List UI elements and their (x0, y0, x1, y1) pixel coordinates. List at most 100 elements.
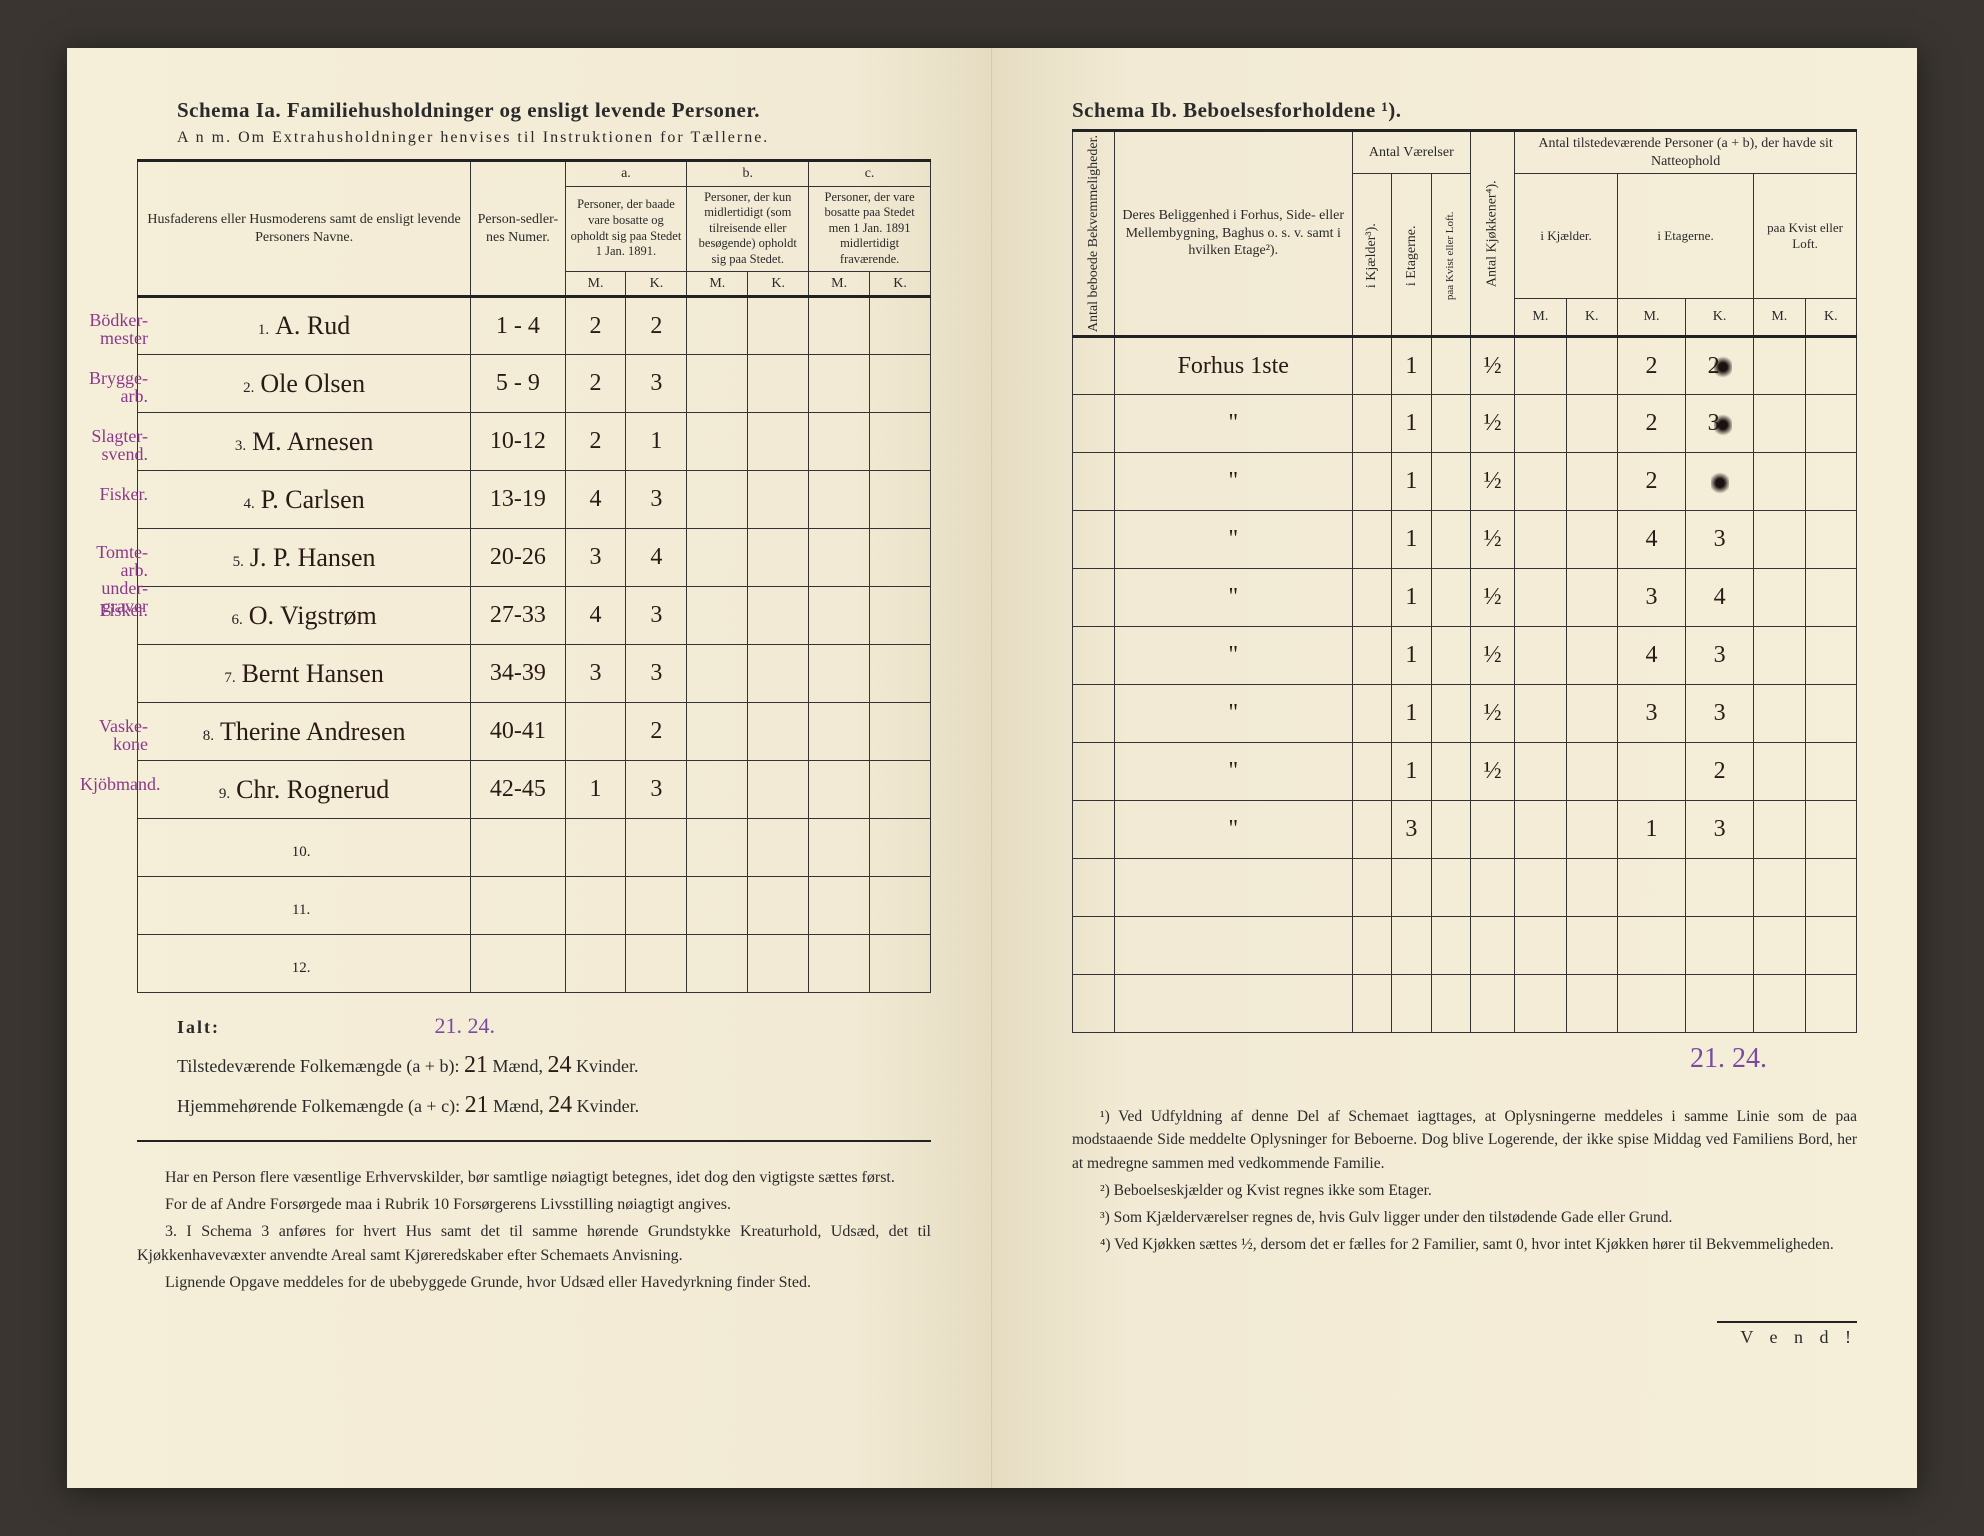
cell-value (1470, 917, 1514, 975)
cell-value: 4 (626, 529, 687, 587)
location-cell: " (1114, 627, 1352, 685)
cell-value (1515, 685, 1566, 743)
cell-value: 4 (565, 587, 626, 645)
right-totals: 21. 24. (1072, 1043, 1857, 1075)
name-cell: Tomte-arb. under-graver5.J. P. Hansen (138, 529, 471, 587)
location-cell: " (1114, 453, 1352, 511)
table-row: Tomte-arb. under-graver5.J. P. Hansen20-… (138, 529, 931, 587)
explain-line: Har en Person flere væsentlige Erhvervsk… (137, 1166, 931, 1189)
cell-empty (687, 877, 748, 935)
location-cell (1114, 975, 1352, 1033)
name-cell: 12. (138, 935, 471, 993)
cell-value: 3 (1617, 569, 1685, 627)
cell-empty (809, 703, 870, 761)
right-total-value: 21. 24. (1690, 1043, 1767, 1074)
row-number: 4. (243, 496, 254, 512)
cell-value (1805, 395, 1856, 453)
cell-value: 3 (1686, 685, 1754, 743)
cell-value (1515, 743, 1566, 801)
cell-empty (687, 471, 748, 529)
cell-empty (870, 877, 931, 935)
cell-value (1515, 511, 1566, 569)
cell-empty (809, 355, 870, 413)
cell-empty (809, 761, 870, 819)
cell-empty (748, 587, 809, 645)
table-row: Fisker.6.O. Vigstrøm27-3343 (138, 587, 931, 645)
cell-empty (870, 645, 931, 703)
location-cell: " (1114, 801, 1352, 859)
page-left: Schema Ia. Familiehusholdninger og ensli… (67, 48, 992, 1488)
cell-value (1754, 511, 1805, 569)
cell-value (1805, 627, 1856, 685)
cell-value: ½ (1470, 453, 1514, 511)
cell-value (1805, 511, 1856, 569)
explain-line: 3. I Schema 3 anføres for hvert Hus samt… (137, 1220, 931, 1266)
cell-value: 2 (565, 355, 626, 413)
margin-note: Vaske-kone (80, 717, 148, 753)
cell-value: 3 (1686, 395, 1754, 453)
cell-empty (748, 355, 809, 413)
cell-value (1566, 801, 1617, 859)
cell-value (1352, 743, 1391, 801)
th-beliggenhed: Deres Beliggenhed i Forhus, Side- eller … (1114, 131, 1352, 337)
cell-value (1805, 685, 1856, 743)
cell-value (1392, 975, 1431, 1033)
cell-value: 3 (1686, 627, 1754, 685)
th-k: K. (1805, 299, 1856, 337)
th-v-kjaelder: i Kjælder³). (1352, 174, 1391, 337)
th-seddel: Person-sedler-nes Numer. (471, 161, 565, 297)
cell-value (1073, 337, 1115, 395)
cell-value (1431, 859, 1470, 917)
cell-value (1352, 801, 1391, 859)
table-row: Slagter-svend.3.M. Arnesen10-1221 (138, 413, 931, 471)
cell-value: 3 (626, 471, 687, 529)
cell-value (1431, 627, 1470, 685)
cell-value (1431, 395, 1470, 453)
cell-value: 20-26 (471, 529, 565, 587)
cell-value (1754, 627, 1805, 685)
cell-value (1686, 917, 1754, 975)
cell-empty (870, 297, 931, 355)
table-row: "313 (1073, 801, 1857, 859)
cell-value (1686, 453, 1754, 511)
person-name: Therine Andresen (220, 717, 406, 746)
cell-value: 2 (1686, 743, 1754, 801)
cell-empty (870, 819, 931, 877)
table-row: Bödker-mester1.A. Rud1 - 422 (138, 297, 931, 355)
cell-value (1805, 801, 1856, 859)
cell-value (471, 819, 565, 877)
cell-empty (870, 413, 931, 471)
location-cell (1114, 917, 1352, 975)
totals-block: Ialt: 21. 24. Tilstedeværende Folkemængd… (137, 1007, 931, 1126)
cell-empty (809, 297, 870, 355)
cell-empty (870, 935, 931, 993)
cell-value: 1 - 4 (471, 297, 565, 355)
cell-value: 1 (626, 413, 687, 471)
kvinder-label: Kvinder. (577, 1096, 640, 1116)
cell-value (626, 877, 687, 935)
th-b-text: Personer, der kun midlertidigt (som tilr… (687, 186, 809, 271)
cell-empty (748, 471, 809, 529)
th-k: K. (870, 271, 931, 297)
table-row: "1½2 (1073, 743, 1857, 801)
row-number: 11. (292, 902, 310, 918)
cell-value (1352, 395, 1391, 453)
cell-value (1515, 627, 1566, 685)
location-cell: " (1114, 395, 1352, 453)
cell-value (626, 935, 687, 993)
row-number: 1. (258, 322, 269, 338)
cell-value (1617, 859, 1685, 917)
cell-value (1566, 743, 1617, 801)
th-v-etager: i Etagerne. (1392, 174, 1431, 337)
cell-empty (870, 761, 931, 819)
cell-value (1073, 743, 1115, 801)
footnotes: ¹) Ved Udfyldning af denne Del af Schema… (1072, 1105, 1857, 1257)
cell-empty (809, 877, 870, 935)
person-name: Bernt Hansen (242, 659, 384, 688)
cell-value (1073, 685, 1115, 743)
cell-value (1352, 453, 1391, 511)
cell-value (1617, 743, 1685, 801)
table-row: 11. (138, 877, 931, 935)
cell-value: 2 (626, 703, 687, 761)
cell-value: 27-33 (471, 587, 565, 645)
